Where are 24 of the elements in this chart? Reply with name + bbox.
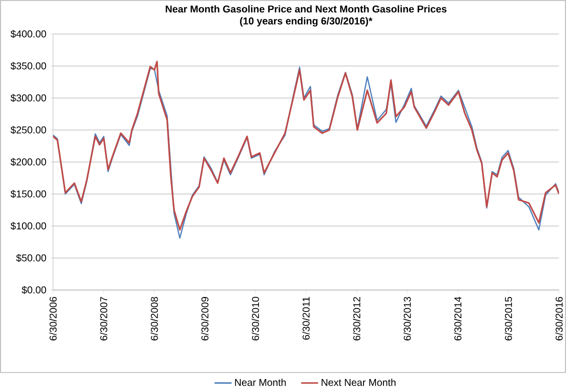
y-tick-label: $100.00 (10, 222, 46, 230)
x-tick-label: 6/30/2016 (555, 296, 563, 340)
x-tick-label: 6/30/2006 (49, 296, 57, 340)
y-tick-label: $300.00 (10, 94, 46, 102)
y-tick-label: $50.00 (16, 254, 46, 262)
y-tick-label: $350.00 (10, 62, 46, 70)
x-tick-label: 6/30/2007 (100, 296, 108, 340)
chart-title: Near Month Gasoline Price and Next Month Gasoline Prices (166, 5, 446, 12)
legend-label: Next Near Month (322, 378, 396, 386)
y-tick-label: $250.00 (10, 126, 46, 134)
x-tick-label: 6/30/2013 (404, 296, 411, 340)
y-tick-label: $0.00 (22, 286, 46, 294)
x-tick-label: 6/30/2014 (454, 296, 462, 340)
x-tick-label: 6/30/2010 (252, 296, 260, 340)
x-tick-label: 6/30/2009 (201, 296, 208, 340)
y-tick-label: $150.00 (10, 190, 46, 198)
x-tick-label: 6/30/2015 (504, 296, 512, 340)
x-tick-label: 6/30/2011 (302, 296, 310, 340)
x-tick-label: 6/30/2008 (150, 296, 158, 340)
y-tick-label: $400.00 (10, 30, 46, 38)
legend-label: Near Month (235, 378, 286, 386)
chart-subtitle: (10 years ending 6/30/2016)* (240, 16, 372, 26)
y-tick-label: $200.00 (10, 158, 46, 166)
x-tick-label: 6/30/2012 (352, 296, 360, 340)
